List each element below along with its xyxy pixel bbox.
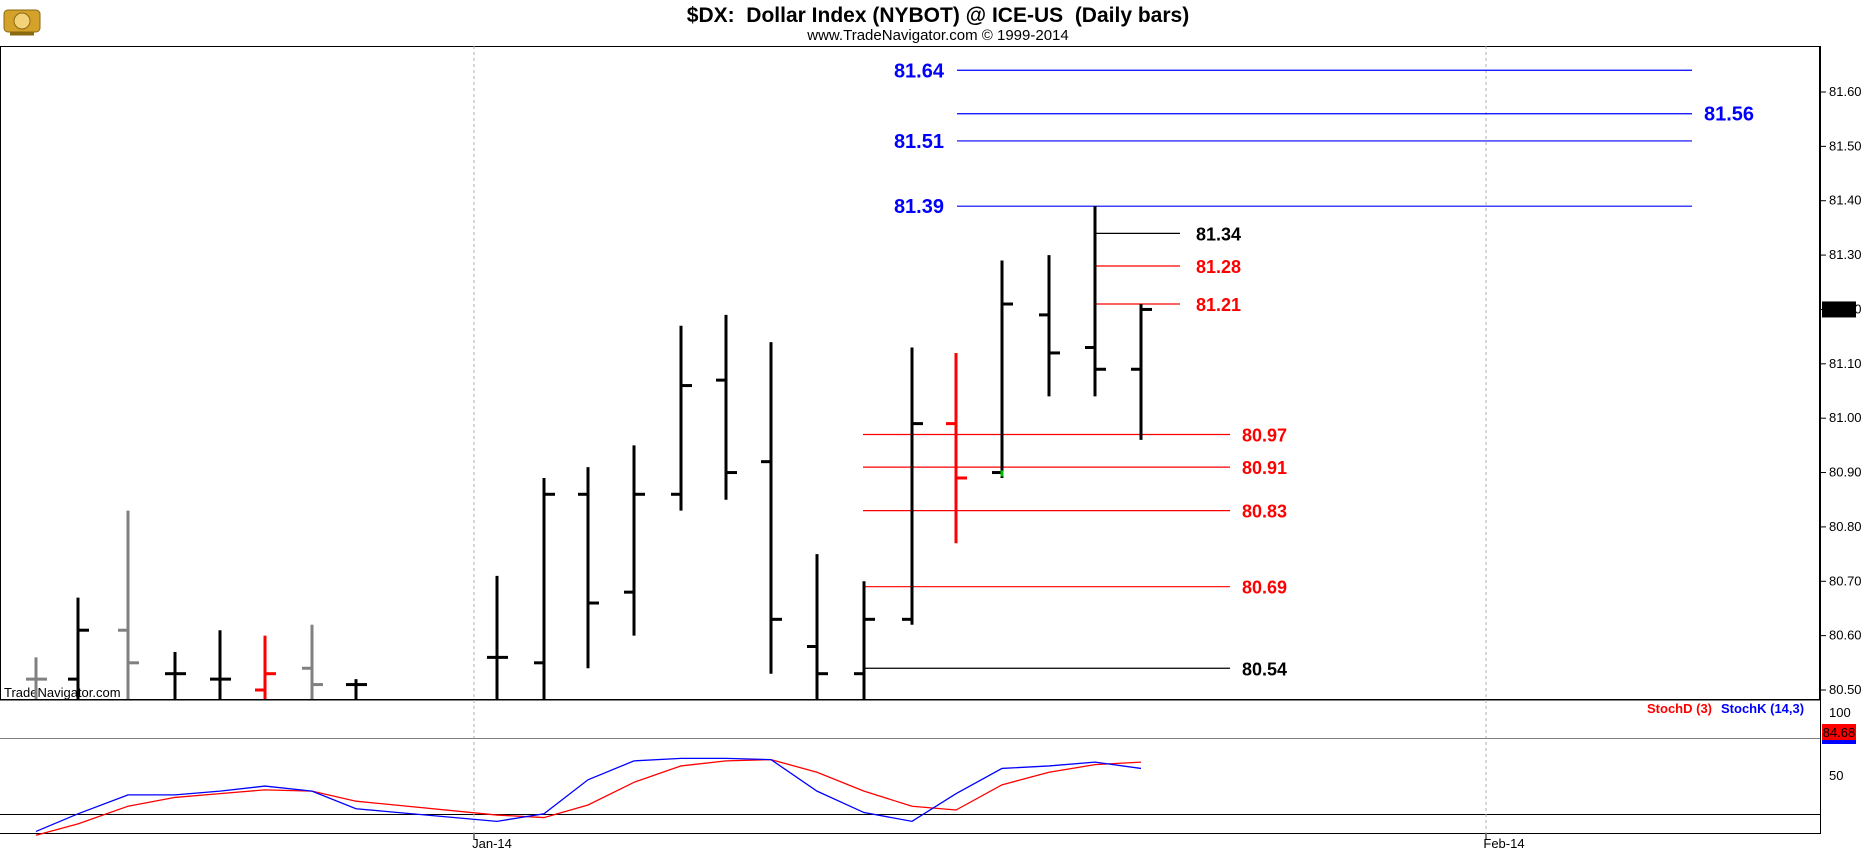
level-line: 80.97 [863,425,1287,445]
stoch-tick-label: 100 [1829,705,1851,720]
level-label: 81.28 [1196,257,1241,277]
ohlc-bar [946,352,967,544]
ohlc-bar [1039,255,1060,397]
level-line: 81.28 [1096,257,1241,277]
level-label: 80.97 [1242,425,1287,445]
stoch-value-box-k [1822,740,1856,744]
ohlc-bar [165,651,186,699]
ohlc-bar [807,554,828,699]
price-tick-label: 81.30 [1829,247,1862,262]
ohlc-bar [255,635,276,699]
level-line: 80.91 [863,458,1287,478]
price-tick-label: 81.50 [1829,138,1862,153]
stochastic-panel: 100 50 StochD (3) StochK (14,3) 84.68 [0,701,1856,836]
x-tick-label: Jan-14 [472,836,512,851]
stoch-value-box [1822,724,1856,740]
level-line: 81.21 [1096,295,1241,315]
level-label: 81.64 [894,60,945,82]
x-axis-labels: Jan-14 Feb-14 [472,834,1525,851]
ohlc-bar [534,477,555,699]
level-label: 81.21 [1196,295,1241,315]
price-panel-frame [0,46,1820,700]
ohlc-bar [1085,206,1106,397]
ohlc-bar [671,325,692,511]
level-label: 81.56 [1704,104,1754,126]
ohlc-bar [1131,304,1152,440]
ohlc-bar [624,445,645,636]
level-label: 81.39 [894,196,944,218]
current-price-badge: 81.20 [1822,301,1856,318]
price-tick-label: 80.60 [1829,628,1862,643]
level-label: 81.34 [1196,224,1241,244]
ohlc-bar [902,347,923,625]
price-tick-label: 81.40 [1829,193,1862,208]
stochD-line [35,758,1142,836]
level-line: 81.64 [894,60,1692,82]
ohlc-bar [346,679,367,699]
level-line: 81.39 [894,196,1692,218]
stoch-value-label: 84.68 [1823,725,1856,740]
ohlc-bar [578,467,599,669]
stoch-legend-item: StochK (14,3) [1721,701,1804,716]
level-line: 81.51 [894,131,1692,153]
ohlc-bar [854,581,875,699]
ohlc-bar [210,630,231,699]
ohlc-bar [716,314,737,500]
current-price-label: 81.20 [1823,302,1856,317]
level-lines: 81.64 81.56 81.51 81.39 81.34 81.28 81.21 80.97… [863,60,1754,679]
level-line: 80.54 [863,659,1287,679]
stochK-line [35,757,1142,833]
level-line: 81.56 [957,104,1754,126]
price-tick-label: 80.80 [1829,519,1862,534]
price-tick-label: 81.10 [1829,356,1862,371]
price-tick-label: 80.90 [1829,465,1862,480]
ohlc-bar [761,342,782,674]
level-label: 80.83 [1242,502,1287,522]
ohlc-bar [68,597,89,699]
x-tick-label: Feb-14 [1483,836,1524,851]
chart-title: $DX: Dollar Index (NYBOT) @ ICE-US (Dail… [687,4,1189,27]
trade-navigator-logo [3,9,41,36]
level-label: 80.54 [1242,659,1287,679]
ohlc-bar [302,624,323,699]
price-tick-label: 80.50 [1829,682,1862,697]
ohlc-bar [118,510,139,699]
level-line: 80.69 [863,578,1287,598]
level-label: 80.91 [1242,458,1287,478]
level-label: 81.51 [894,131,944,153]
ohlc-bar [487,575,508,699]
price-tick-label: 80.70 [1829,573,1862,588]
price-tick-label: 81.60 [1829,84,1862,99]
ohlc-bar [26,657,47,699]
price-tick-label: 81.00 [1829,410,1862,425]
current-price-box [1822,301,1856,318]
chart-subtitle: www.TradeNavigator.com © 1999-2014 [806,27,1068,44]
stoch-legend-item: StochD (3) [1647,701,1712,716]
level-line: 80.83 [863,502,1287,522]
level-label: 80.69 [1242,578,1287,598]
ohlc-bar [992,260,1013,478]
stoch-tick-label: 50 [1829,768,1843,783]
watermark-text: TradeNavigator.com [4,685,121,700]
level-line: 81.34 [1096,224,1241,244]
ohlc-bars [26,206,1152,699]
